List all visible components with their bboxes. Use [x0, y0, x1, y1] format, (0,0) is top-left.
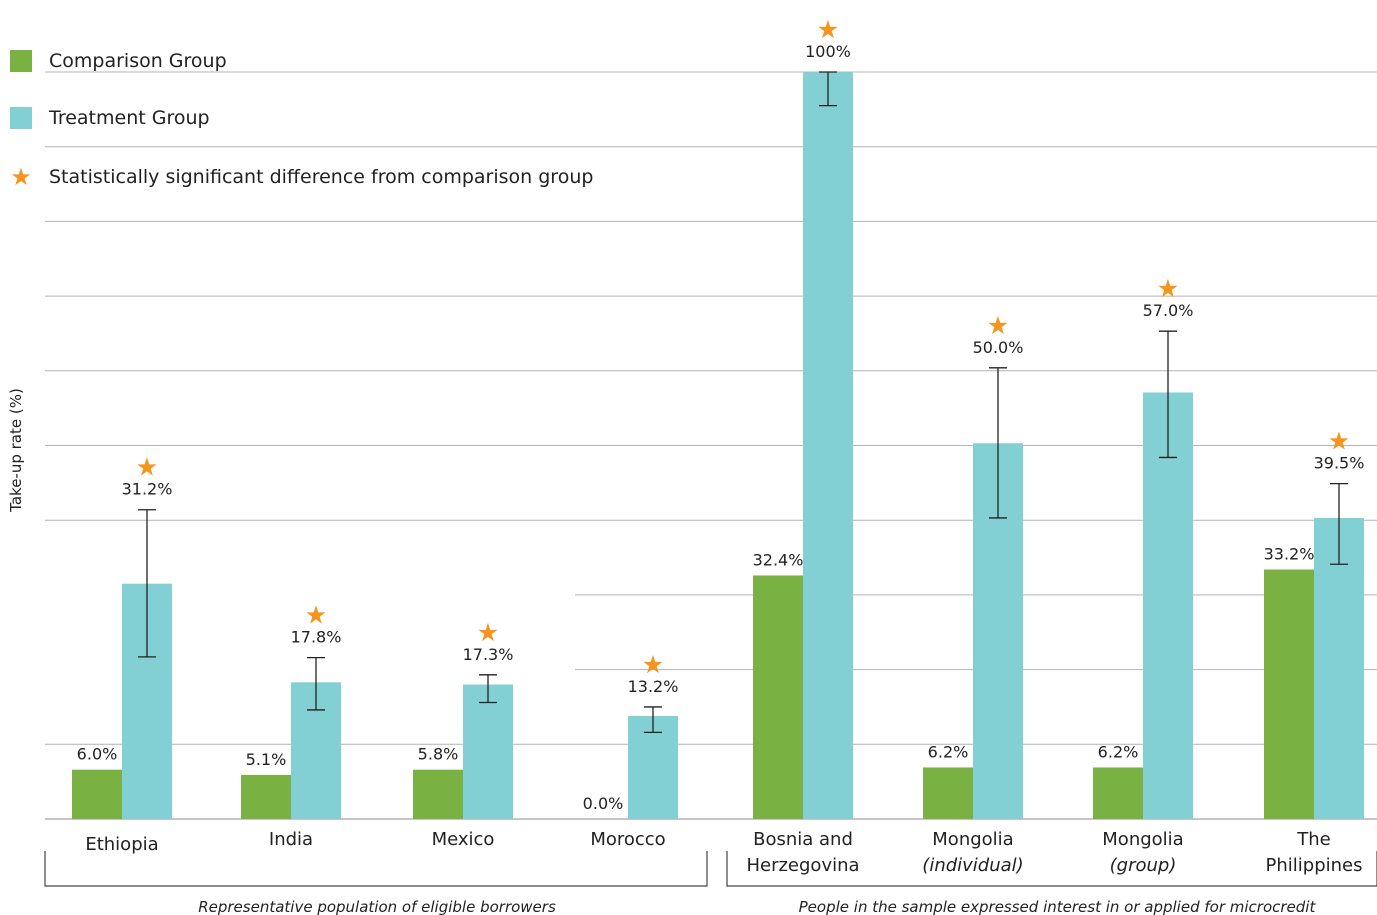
treatment-value-label: 17.8%: [291, 628, 342, 647]
group-bracket: [726, 851, 1377, 887]
comparison-value-label: 33.2%: [1264, 545, 1315, 564]
legend-treatment: Treatment Group: [10, 107, 210, 129]
treatment-value-label: 39.5%: [1314, 454, 1365, 473]
category-label: Ethiopia: [85, 834, 158, 855]
category-label: (group): [1110, 855, 1177, 876]
comparison-bar: [241, 774, 291, 819]
treatment-bar: [803, 72, 853, 819]
legend-comparison-label: Comparison Group: [49, 50, 227, 72]
significance-star-icon: ★: [987, 311, 1009, 340]
treatment-value-label: 31.2%: [122, 480, 173, 499]
treatment-value-label: 100%: [805, 42, 851, 61]
comparison-value-label: 6.2%: [1098, 742, 1139, 761]
significance-star-icon: ★: [136, 453, 158, 482]
category-label: Morocco: [590, 829, 665, 850]
treatment-value-label: 50.0%: [973, 338, 1024, 357]
treatment-bar: [463, 684, 513, 819]
star-icon: ★: [10, 163, 32, 191]
significance-star-icon: ★: [1157, 274, 1179, 303]
significance-star-icon: ★: [817, 15, 839, 44]
y-axis-label: Take-up rate (%): [7, 388, 25, 513]
significance-star-icon: ★: [305, 601, 327, 630]
treatment-bar: [1314, 517, 1364, 819]
category-label: Mongolia: [1102, 829, 1183, 850]
group-label: Representative population of eligible bo…: [198, 898, 556, 915]
treatment-swatch: [10, 107, 32, 129]
treatment-value-label: 17.3%: [463, 645, 514, 664]
group-label: People in the sample expressed interest …: [799, 898, 1317, 915]
significance-star-icon: ★: [642, 650, 664, 679]
legend-significance-label: Statistically significant difference fro…: [49, 166, 594, 188]
significance-star-icon: ★: [477, 618, 499, 647]
treatment-bar: [1143, 392, 1193, 819]
legend-comparison: Comparison Group: [10, 50, 227, 72]
comparison-value-label: 6.0%: [77, 745, 118, 764]
category-label: The: [1296, 829, 1330, 850]
category-label: (individual): [922, 855, 1023, 876]
category-label: Mexico: [432, 829, 495, 850]
comparison-bar: [413, 769, 463, 819]
comparison-value-label: 6.2%: [928, 742, 969, 761]
comparison-bar: [1093, 767, 1143, 819]
category-label: Herzegovina: [746, 855, 859, 876]
category-label: Philippines: [1266, 855, 1363, 876]
comparison-value-label: 0.0%: [583, 794, 624, 813]
comparison-value-label: 32.4%: [753, 550, 804, 569]
comparison-bar: [1264, 569, 1314, 819]
legend-significance: ★ Statistically significant difference f…: [10, 163, 594, 191]
comparison-bar: [753, 575, 803, 819]
comparison-value-label: 5.1%: [246, 750, 287, 769]
treatment-value-label: 57.0%: [1143, 301, 1194, 320]
comparison-value-label: 5.8%: [418, 745, 459, 764]
group-bracket: [44, 851, 708, 887]
treatment-value-label: 13.2%: [628, 677, 679, 696]
category-label: Mongolia: [932, 829, 1013, 850]
category-label: India: [269, 829, 313, 850]
comparison-swatch: [10, 50, 32, 72]
comparison-bar: [923, 767, 973, 819]
category-label: Bosnia and: [753, 829, 853, 850]
treatment-bar: [628, 715, 678, 819]
legend-treatment-label: Treatment Group: [49, 107, 210, 129]
significance-star-icon: ★: [1328, 427, 1350, 456]
comparison-bar: [72, 769, 122, 819]
